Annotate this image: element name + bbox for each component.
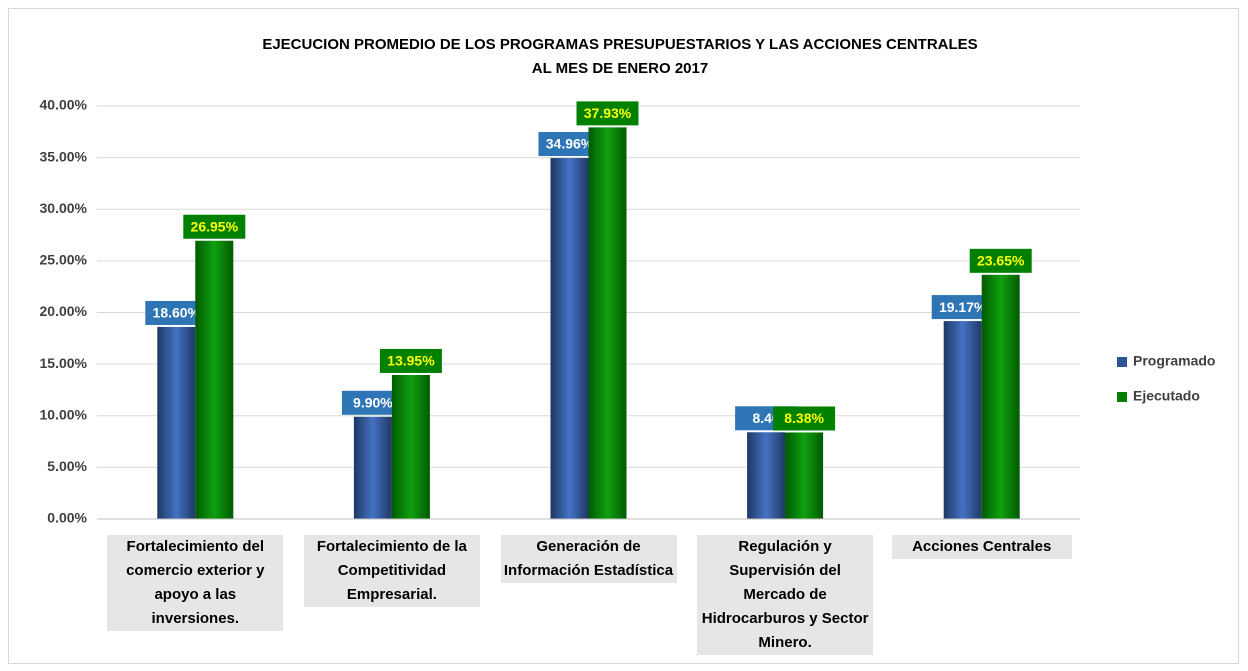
data-label: 8.38% [784, 410, 824, 426]
legend-swatch [1117, 392, 1127, 402]
legend-swatch [1117, 357, 1127, 367]
data-label: 18.60% [153, 305, 201, 321]
y-tick-label: 35.00% [40, 148, 88, 164]
data-label: 13.95% [387, 353, 435, 369]
bar [747, 432, 786, 519]
data-label: 8.40 [752, 410, 779, 426]
x-tick-label: Generación de Información Estadística [500, 535, 677, 583]
bar [550, 158, 589, 519]
bar [943, 321, 982, 519]
data-label-box [379, 348, 442, 373]
bar [353, 416, 392, 519]
chart-title: EJECUCION PROMEDIO DE LOS PROGRAMAS PRES… [262, 36, 977, 53]
y-tick-label: 10.00% [40, 406, 88, 422]
y-tick-label: 25.00% [40, 252, 88, 268]
legend-label: Programado [1133, 353, 1215, 369]
bar [391, 374, 430, 519]
bar [981, 274, 1020, 519]
data-label-box [773, 406, 836, 431]
y-tick-label: 0.00% [47, 510, 87, 526]
x-tick-label: Regulación y Supervisión del Mercado de … [697, 535, 874, 655]
legend-label: Ejecutado [1133, 388, 1200, 404]
y-tick-label: 30.00% [40, 200, 88, 216]
data-label: 34.96% [546, 136, 594, 152]
bar [195, 240, 234, 519]
data-label-box [969, 248, 1032, 273]
bar [785, 432, 824, 519]
y-tick-label: 15.00% [40, 355, 88, 371]
x-tick-label: Fortalecimiento del comercio exterior y … [107, 535, 284, 631]
x-tick-label: Fortalecimiento de la Competitividad Emp… [303, 535, 480, 607]
data-label: 23.65% [977, 253, 1025, 269]
data-label-box [183, 214, 246, 239]
data-label: 19.17% [939, 299, 987, 315]
data-label: 9.90% [353, 394, 393, 410]
data-label: 26.95% [191, 218, 239, 234]
x-tick-label: Acciones Centrales [891, 535, 1072, 559]
y-tick-label: 40.00% [40, 97, 88, 113]
bar [588, 127, 627, 520]
bar [157, 326, 196, 519]
data-label-box [576, 101, 639, 126]
y-tick-label: 5.00% [47, 458, 87, 474]
y-tick-label: 20.00% [40, 303, 88, 319]
data-label: 37.93% [584, 105, 632, 121]
chart-title: AL MES DE ENERO 2017 [532, 60, 708, 77]
